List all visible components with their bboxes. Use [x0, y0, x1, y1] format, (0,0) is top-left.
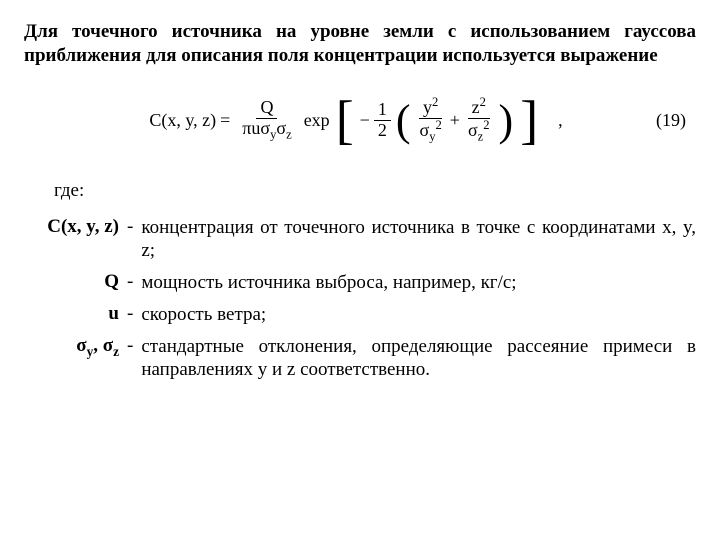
definition-symbol: u — [24, 303, 127, 325]
term-z-den: σz2 — [464, 119, 494, 144]
paren-right: ) — [498, 103, 515, 138]
definition-symbol: σy, σz — [24, 335, 127, 360]
y-sup: 2 — [432, 95, 438, 109]
definition-dash: - — [127, 303, 141, 325]
equation-comma: , — [558, 110, 563, 131]
definition-text: мощность источника выброса, например, кг… — [141, 271, 696, 295]
sub-z: z — [286, 128, 292, 142]
equation-content: C(x, y, z) = Q πuσyσz exp [ − 1 2 ( y2 σ… — [149, 96, 540, 144]
z-var: z — [472, 97, 480, 117]
definitions-list: C(x, y, z) - концентрация от точечного и… — [24, 216, 696, 383]
where-label: где: — [54, 180, 696, 202]
definition-symbol: Q — [24, 271, 127, 293]
definition-row: Q - мощность источника выброса, например… — [24, 271, 696, 295]
paren-left: ( — [395, 103, 412, 138]
term-y: y2 σy2 — [415, 96, 445, 144]
eq-lhs: C(x, y, z) — [149, 110, 216, 131]
intro-paragraph: Для точечного источника на уровне земли … — [24, 20, 696, 68]
definition-text: стандартные отклонения, определяющие рас… — [141, 335, 696, 383]
eq-frac-Q: Q πuσyσz — [238, 98, 295, 142]
sigma-y-sup: 2 — [435, 118, 441, 132]
eq-exp: exp — [304, 110, 330, 131]
equation-block: C(x, y, z) = Q πuσyσz exp [ − 1 2 ( y2 σ… — [24, 86, 696, 156]
term-z-num: z2 — [468, 96, 490, 119]
eq-frac-Q-den: πuσyσz — [238, 119, 295, 142]
definition-text: скорость ветра; — [141, 303, 696, 327]
sigma-z-sup: 2 — [483, 118, 489, 132]
term-y-den: σy2 — [415, 119, 445, 144]
definition-text: концентрация от точечного источника в то… — [141, 216, 696, 264]
z-sup: 2 — [480, 95, 486, 109]
eq-equals: = — [220, 110, 230, 131]
bracket-right: ] — [518, 99, 540, 142]
definition-dash: - — [127, 271, 141, 293]
plus-sign: + — [450, 110, 460, 131]
sigma-z: σ — [468, 120, 478, 140]
u-sigma: uσ — [251, 118, 270, 138]
definition-dash: - — [127, 216, 141, 238]
definition-dash: - — [127, 335, 141, 357]
equation-number: (19) — [656, 110, 686, 131]
bracket-content: − 1 2 ( y2 σy2 + z2 σz2 ) — [360, 96, 515, 144]
definition-row: σy, σz - стандартные отклонения, определ… — [24, 335, 696, 383]
sigma2: σ — [276, 118, 286, 138]
minus-sign: − — [360, 110, 370, 131]
definition-row: C(x, y, z) - концентрация от точечного и… — [24, 216, 696, 264]
term-y-num: y2 — [419, 96, 442, 119]
definition-symbol: C(x, y, z) — [24, 216, 127, 238]
one-half: 1 2 — [374, 100, 391, 141]
eq-frac-Q-num: Q — [256, 98, 277, 119]
half-den: 2 — [374, 121, 391, 141]
definition-row: u - скорость ветра; — [24, 303, 696, 327]
term-z: z2 σz2 — [464, 96, 494, 144]
y-var: y — [423, 97, 432, 117]
half-num: 1 — [374, 100, 391, 121]
sigma-y: σ — [419, 120, 429, 140]
bracket-left: [ — [334, 99, 356, 142]
